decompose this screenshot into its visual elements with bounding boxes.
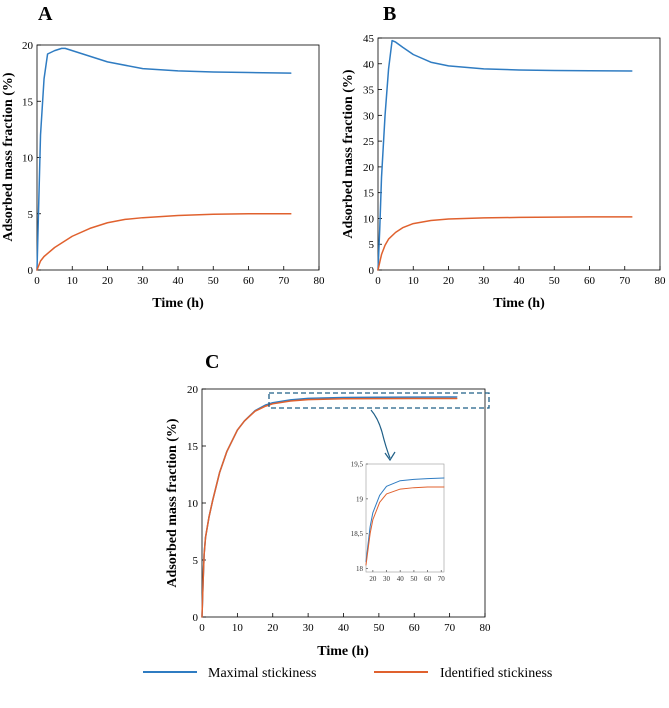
panel-b-xtick-label: 60 bbox=[584, 275, 596, 287]
panel-b-xtick-label: 20 bbox=[443, 275, 455, 287]
panel-c-ytick-label: 5 bbox=[193, 555, 199, 567]
panel-a-xtick-label: 30 bbox=[137, 275, 149, 287]
panel-a-series bbox=[36, 47, 292, 271]
panel-b-letter: B bbox=[383, 3, 396, 25]
legend-identified-label: Identified stickiness bbox=[440, 666, 552, 681]
panel-b-xlabel: Time (h) bbox=[493, 296, 545, 311]
panel-a-ytick-label: 10 bbox=[22, 153, 34, 165]
panel-b-xtick-label: 80 bbox=[655, 275, 667, 287]
panel-a-letter: A bbox=[38, 3, 53, 25]
panel-b-ytick-label: 25 bbox=[363, 136, 375, 148]
inset-series-maximal bbox=[365, 477, 445, 563]
inset-ticks: 20 30 40 50 60 70 18 18,5 19 19,5 bbox=[351, 461, 446, 584]
panel-b-xtick-label: 50 bbox=[549, 275, 561, 287]
legend-maximal-label: Maximal stickiness bbox=[208, 666, 317, 681]
zoom-arrow-head bbox=[384, 451, 396, 462]
panel-a-xtick-label: 0 bbox=[34, 275, 40, 287]
panel-b-ylabel: Adsorbed mass fraction (%) bbox=[341, 69, 356, 238]
panel-b-ytick-label: 10 bbox=[363, 213, 375, 225]
inset-xtick-label: 60 bbox=[424, 575, 432, 583]
panel-a-xtick-label: 50 bbox=[208, 275, 220, 287]
inset-series bbox=[365, 477, 445, 566]
panel-c-ytick-label: 10 bbox=[187, 498, 199, 510]
panel-a-plot-frame bbox=[36, 44, 320, 271]
panel-a-xlabel: Time (h) bbox=[152, 296, 204, 311]
inset-ytick-label: 18,5 bbox=[351, 530, 364, 538]
panel-a-ytick-label: 15 bbox=[22, 96, 34, 108]
panel-c: C 0 10 20 30 40 50 60 70 80 0 5 10 15 20 Time (h) Ads… bbox=[165, 351, 491, 659]
panel-b-plot-frame bbox=[377, 37, 661, 271]
panel-c-xtick-label: 10 bbox=[232, 622, 244, 634]
panel-c-ytick-label: 0 bbox=[193, 612, 199, 624]
panel-c-xtick-label: 70 bbox=[444, 622, 456, 634]
panel-c-ticks: 0 10 20 30 40 50 60 70 80 0 5 10 15 20 bbox=[187, 384, 491, 634]
panel-b-ytick-label: 0 bbox=[369, 265, 375, 277]
panel-b-ytick-label: 35 bbox=[363, 85, 375, 97]
panel-b-series-maximal bbox=[377, 39, 633, 271]
panel-a-xtick-label: 20 bbox=[102, 275, 114, 287]
panel-c-xlabel: Time (h) bbox=[317, 644, 369, 659]
inset-xtick-label: 70 bbox=[438, 575, 446, 583]
panel-a-ytick-label: 20 bbox=[22, 40, 34, 52]
panel-b-ytick-label: 30 bbox=[363, 110, 375, 122]
panel-a-ytick-label: 0 bbox=[28, 265, 34, 277]
inset-xtick-label: 50 bbox=[410, 575, 418, 583]
panel-c-xtick-label: 20 bbox=[267, 622, 279, 634]
panel-a: A 0 10 20 30 40 50 60 70 80 0 5 10 15 20 Time (h) Ads… bbox=[1, 3, 325, 311]
panel-b: B 0 10 20 30 40 50 60 70 80 0 5 10 15 20 25 30 35 40 45 Ti… bbox=[341, 3, 666, 311]
panel-c-xtick-label: 60 bbox=[409, 622, 421, 634]
panel-a-series-maximal bbox=[36, 47, 292, 271]
inset-xtick-label: 20 bbox=[369, 575, 377, 583]
inset-ytick-label: 18 bbox=[356, 565, 364, 573]
inset-plot-frame bbox=[365, 463, 445, 573]
zoom-region-box bbox=[268, 392, 490, 409]
panel-c-xtick-label: 80 bbox=[480, 622, 492, 634]
panel-b-series bbox=[377, 39, 633, 271]
inset-ytick-label: 19 bbox=[356, 495, 364, 503]
panel-c-ylabel: Adsorbed mass fraction (%) bbox=[165, 418, 180, 587]
panel-a-xtick-label: 80 bbox=[314, 275, 326, 287]
panel-b-xtick-label: 10 bbox=[408, 275, 420, 287]
panel-a-series-identified bbox=[36, 213, 292, 271]
panel-b-ytick-label: 45 bbox=[363, 33, 375, 45]
panel-b-ytick-label: 5 bbox=[369, 239, 375, 251]
panel-c-xtick-label: 40 bbox=[338, 622, 350, 634]
panel-b-xtick-label: 30 bbox=[478, 275, 490, 287]
inset-series-identified bbox=[365, 486, 445, 566]
zoom-arrow bbox=[370, 409, 391, 459]
inset-ytick-label: 19,5 bbox=[351, 461, 364, 469]
panel-c-series bbox=[201, 396, 458, 618]
panel-c-inset: 20 30 40 50 60 70 18 18,5 19 19,5 bbox=[351, 461, 446, 584]
panel-b-xtick-label: 0 bbox=[375, 275, 381, 287]
panel-a-ytick-label: 5 bbox=[28, 209, 34, 221]
inset-xtick-label: 30 bbox=[383, 575, 391, 583]
panel-a-xtick-label: 10 bbox=[67, 275, 79, 287]
panel-b-ytick-label: 15 bbox=[363, 188, 375, 200]
panel-c-xtick-label: 0 bbox=[199, 622, 205, 634]
panel-a-ylabel: Adsorbed mass fraction (%) bbox=[1, 72, 16, 241]
panel-c-ytick-label: 20 bbox=[187, 384, 199, 396]
legend: Maximal stickiness Identified stickiness bbox=[143, 666, 552, 681]
panel-a-xtick-label: 60 bbox=[243, 275, 255, 287]
panel-c-xtick-label: 30 bbox=[303, 622, 315, 634]
panel-c-series-identified bbox=[201, 397, 458, 618]
panel-a-ticks: 0 10 20 30 40 50 60 70 80 0 5 10 15 20 bbox=[22, 40, 325, 287]
panel-b-xtick-label: 40 bbox=[514, 275, 526, 287]
panel-b-ytick-label: 20 bbox=[363, 162, 375, 174]
panel-a-xtick-label: 70 bbox=[278, 275, 290, 287]
panel-c-ytick-label: 15 bbox=[187, 441, 199, 453]
panel-c-letter: C bbox=[205, 351, 219, 373]
panel-b-series-identified bbox=[377, 216, 633, 271]
inset-xtick-label: 40 bbox=[397, 575, 405, 583]
panel-b-ytick-label: 40 bbox=[363, 59, 375, 71]
panel-a-xtick-label: 40 bbox=[173, 275, 185, 287]
panel-c-xtick-label: 50 bbox=[373, 622, 385, 634]
panel-b-ticks: 0 10 20 30 40 50 60 70 80 0 5 10 15 20 25 30 35 40 45 bbox=[363, 33, 666, 287]
panel-b-xtick-label: 70 bbox=[619, 275, 631, 287]
